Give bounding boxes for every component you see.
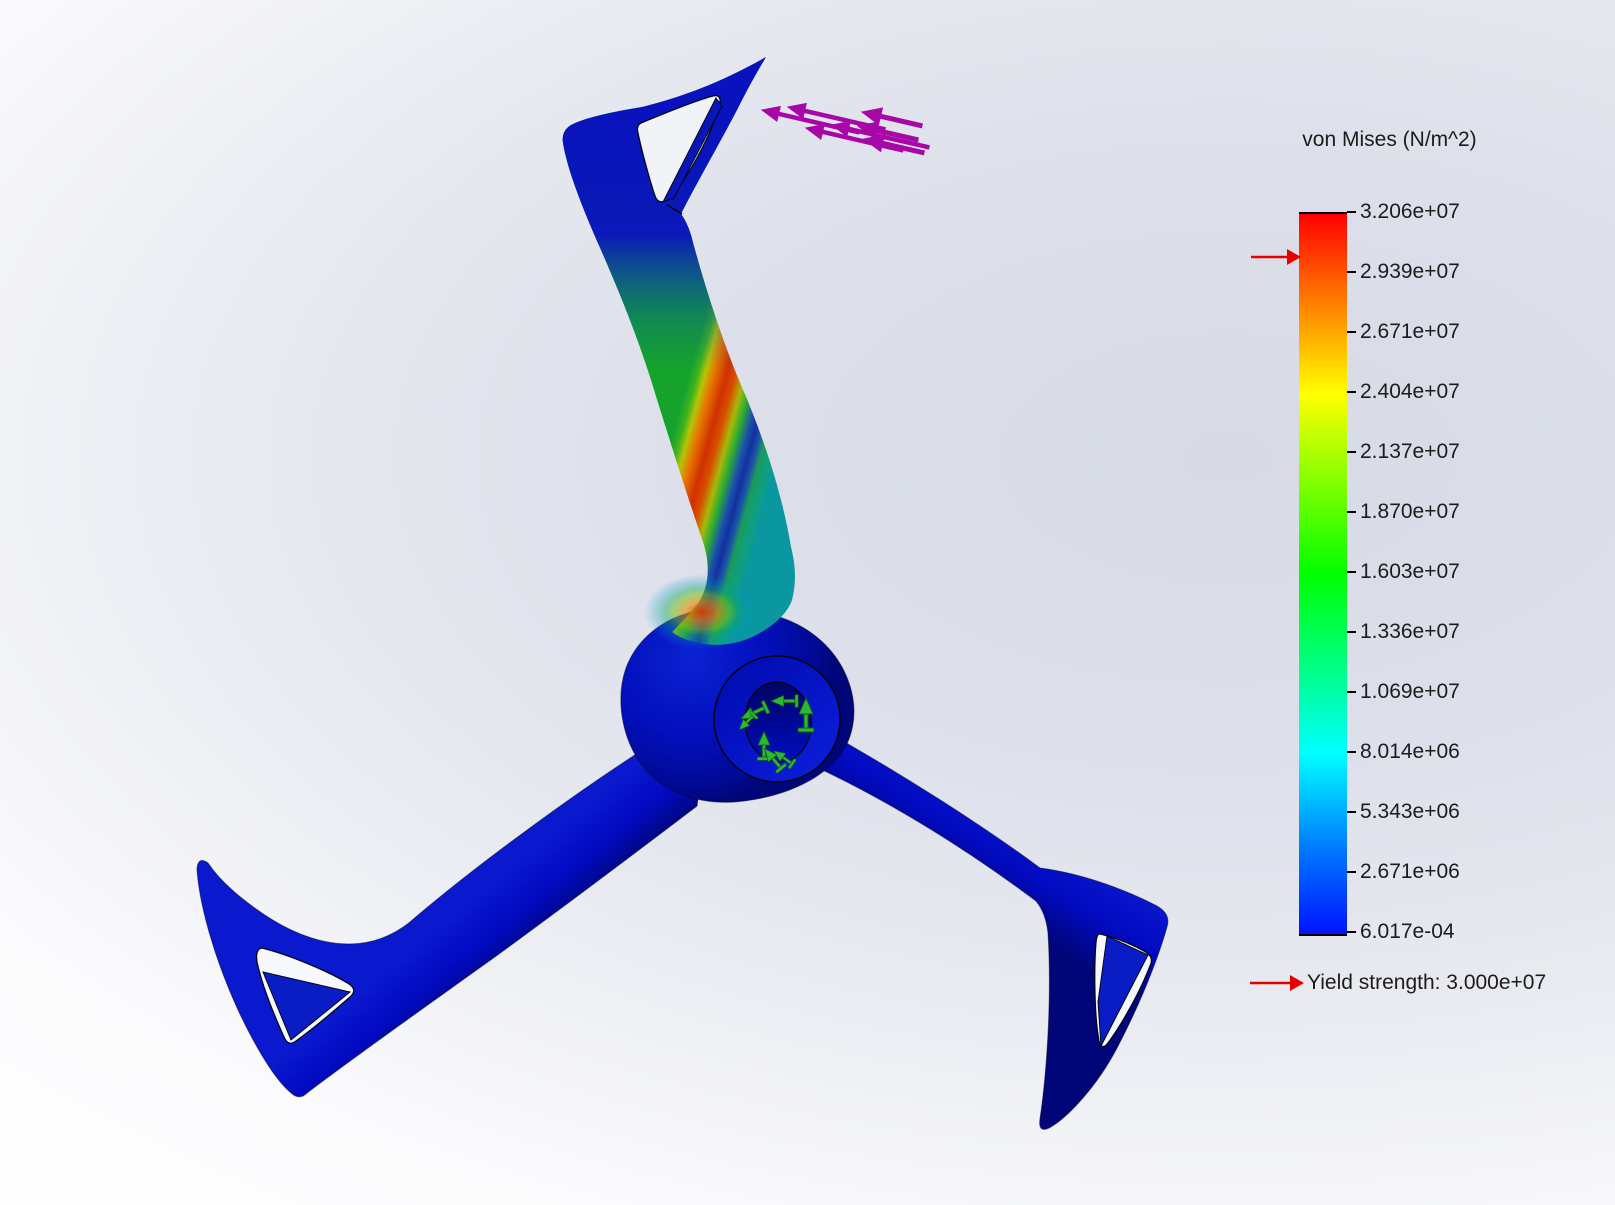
yield-strength-label-arrow (1250, 975, 1304, 991)
arm-lower-right-body[interactable] (793, 725, 1169, 1130)
blade-shaft-tangent-edge (666, 204, 683, 215)
arm-lower-left-cutout-inner-face[interactable] (262, 971, 352, 1041)
legend-tick (1347, 751, 1356, 753)
arm-upper[interactable] (562, 57, 795, 645)
model-three-arm-rotor[interactable] (196, 57, 1169, 1130)
legend-colorbar[interactable] (1299, 212, 1347, 936)
yield-strength-label: Yield strength: 3.000e+07 (1307, 971, 1547, 994)
legend-tick-label: 1.603e+07 (1360, 560, 1460, 583)
legend-tick (1347, 271, 1356, 273)
legend-tick-label: 8.014e+06 (1360, 740, 1460, 763)
arm-lower-left-body[interactable] (196, 741, 701, 1098)
arm-upper-cutout-inner-face[interactable] (661, 97, 723, 203)
arm-lower-right[interactable] (793, 725, 1169, 1130)
legend-tick (1347, 571, 1356, 573)
legend-tick-label: 2.671e+07 (1360, 320, 1460, 343)
legend-tick (1347, 811, 1356, 813)
legend-tick (1347, 391, 1356, 393)
legend-title: von Mises (N/m^2) (1302, 128, 1477, 151)
legend-tick (1347, 451, 1356, 453)
legend-tick-label: 5.343e+06 (1360, 800, 1460, 823)
legend-tick (1347, 211, 1356, 213)
hub-junction-stress-flare (644, 574, 760, 650)
arm-lower-left[interactable] (196, 741, 701, 1098)
yield-label-arrow-head (1290, 975, 1304, 991)
legend-tick (1347, 331, 1356, 333)
arm-lower-right-cutout-inner-face[interactable] (1097, 935, 1149, 1048)
legend-tick (1347, 631, 1356, 633)
load-arrows[interactable] (760, 100, 931, 162)
legend-tick-label: 1.336e+07 (1360, 620, 1460, 643)
legend-tick-label: 3.206e+07 (1360, 200, 1460, 223)
legend-tick-label: 2.939e+07 (1360, 260, 1460, 283)
legend-tick-label: 2.404e+07 (1360, 380, 1460, 403)
yield-marker-head (1287, 249, 1301, 265)
legend-tick (1347, 871, 1356, 873)
legend-tick (1347, 511, 1356, 513)
arm-upper-blade-overlay (562, 57, 795, 645)
legend-tick (1347, 931, 1356, 933)
legend-tick-label: 2.137e+07 (1360, 440, 1460, 463)
legend-tick (1347, 691, 1356, 693)
legend-tick-label: 6.017e-04 (1360, 920, 1455, 943)
legend-tick-label: 1.069e+07 (1360, 680, 1460, 703)
legend-tick-label: 1.870e+07 (1360, 500, 1460, 523)
yield-strength-marker-arrow (1251, 249, 1301, 265)
legend-tick-label: 2.671e+06 (1360, 860, 1460, 883)
